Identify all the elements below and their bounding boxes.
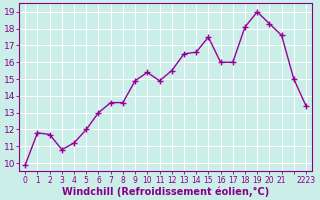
X-axis label: Windchill (Refroidissement éolien,°C): Windchill (Refroidissement éolien,°C): [62, 186, 269, 197]
